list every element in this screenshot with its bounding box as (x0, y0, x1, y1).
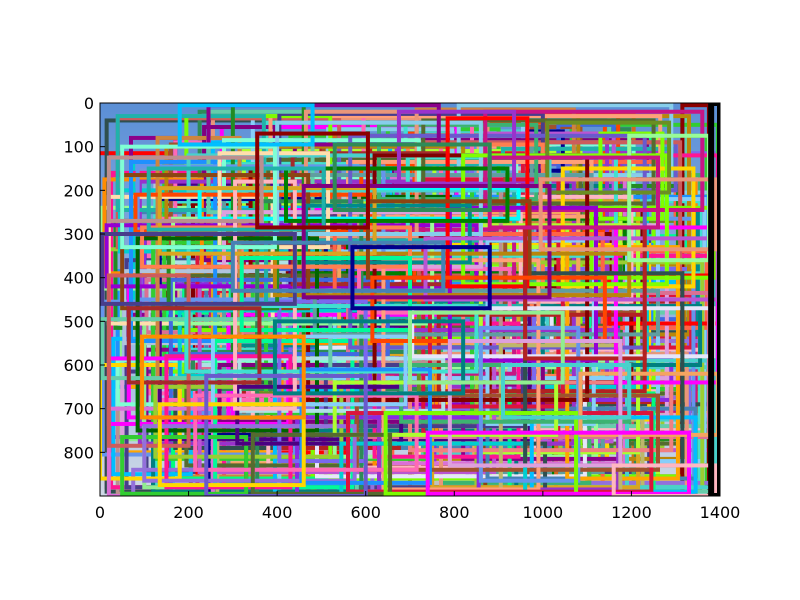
y-tick-label: 0 (84, 94, 94, 113)
rectangle-432 (408, 310, 565, 385)
y-tick-label: 600 (63, 356, 94, 375)
x-tick-label: 1200 (611, 503, 652, 522)
rectangle-436 (350, 245, 492, 311)
rectangle-416 (250, 432, 393, 496)
rectangle-409 (100, 232, 297, 306)
rectangle-434 (501, 363, 632, 420)
y-tick-label: 400 (63, 269, 94, 288)
y-tick-label: 800 (63, 443, 94, 462)
plot-frame (99, 102, 721, 497)
rectangle-394 (142, 424, 357, 483)
y-tick-label: 700 (63, 400, 94, 419)
rectangle-366 (483, 109, 705, 212)
rectangle-311 (100, 363, 182, 481)
rectangle-428 (106, 155, 264, 223)
rectangle-423 (230, 240, 446, 293)
rectangle-438 (708, 103, 720, 496)
rectangle-282 (115, 114, 266, 212)
x-tick-label: 0 (95, 503, 105, 522)
rectangle-435 (140, 334, 306, 420)
x-tick-label: 1000 (522, 503, 563, 522)
rectangle-406 (193, 393, 419, 472)
rectangle-411 (396, 109, 517, 186)
x-tick-label: 800 (439, 503, 470, 522)
plot-area (100, 103, 720, 496)
rectangle-387 (206, 103, 441, 147)
rectangle-417 (447, 338, 623, 468)
rectangle-372 (164, 354, 293, 490)
rectangle-381 (381, 258, 541, 492)
y-axis: 0 100 200 300 400 500 600 700 800 (63, 94, 105, 462)
rectangle-300 (129, 159, 218, 343)
rectangle-384 (106, 273, 191, 448)
rectangle-418 (177, 103, 315, 147)
rectangle-403 (120, 144, 277, 250)
rectangle-427 (425, 430, 691, 496)
x-tick-label: 600 (350, 503, 381, 522)
rectangle-294 (625, 358, 718, 490)
rectangle-433 (255, 131, 370, 230)
y-tick-label: 300 (63, 225, 94, 244)
rectangle-426 (332, 142, 492, 212)
rectangle-412 (210, 334, 408, 407)
rectangle-layer (100, 103, 720, 496)
y-tick-label: 500 (63, 312, 94, 331)
y-tick-label: 100 (63, 138, 94, 157)
rectangle-367 (100, 317, 333, 381)
rectangle-378 (275, 120, 483, 236)
rectangle-430 (538, 177, 718, 252)
rectangle-405 (478, 325, 581, 483)
rectangle-343 (421, 118, 656, 206)
rectangle-340 (565, 245, 680, 481)
rectangle-324 (377, 122, 539, 202)
x-tick-label: 200 (173, 503, 204, 522)
rectangle-429 (272, 319, 466, 396)
x-tick-label: 400 (262, 503, 293, 522)
y-tick-label: 200 (63, 181, 94, 200)
x-tick-label: 1400 (700, 503, 741, 522)
rectangle-401 (239, 256, 412, 333)
rectangle-414 (146, 166, 326, 232)
rectangle-307 (157, 306, 532, 442)
rectangle-373 (312, 288, 660, 337)
rectangle-421 (126, 306, 262, 385)
rectangle-376 (120, 435, 249, 496)
rectangle-385 (303, 203, 472, 265)
rectangle-425 (157, 402, 306, 488)
rectangle-407 (284, 166, 510, 223)
rectangle-396 (184, 304, 479, 374)
rectangle-365 (237, 356, 446, 413)
x-axis: 0 200 400 600 800 1000 1200 1400 (95, 491, 740, 522)
